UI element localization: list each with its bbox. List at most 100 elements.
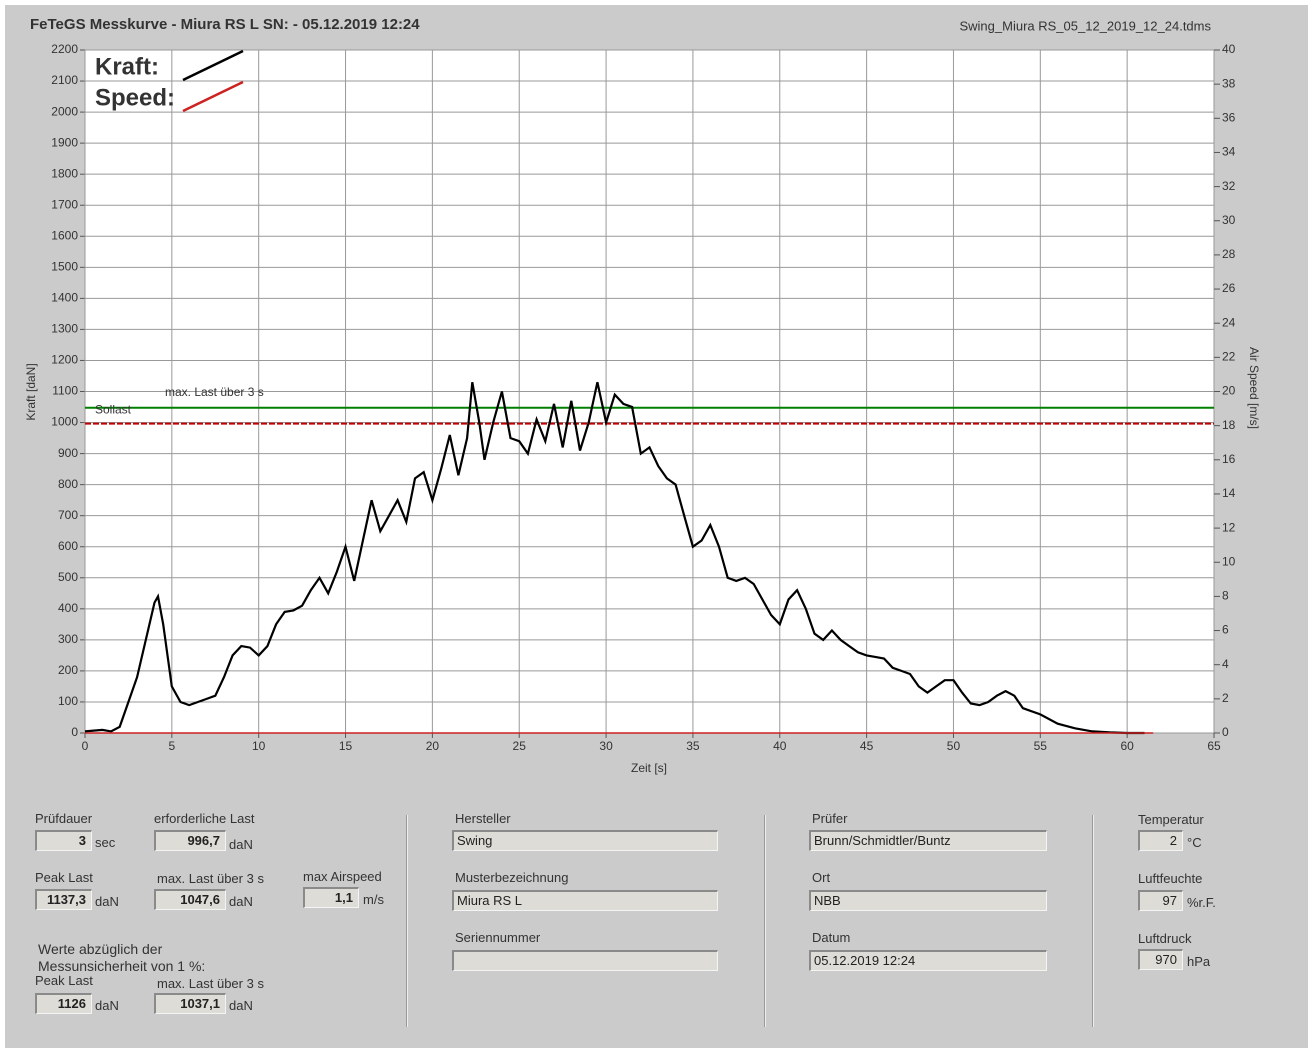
field: 97 [1138, 890, 1183, 911]
field [452, 950, 718, 971]
field: 996,7 [154, 830, 226, 851]
y2-tick-label: 22 [1222, 350, 1236, 364]
label: Datum [812, 930, 851, 945]
y2-tick-label: 18 [1222, 418, 1236, 432]
y-tick-label: 900 [58, 446, 78, 460]
y2-tick-label: 12 [1222, 520, 1236, 534]
y-tick-label: 100 [58, 694, 78, 708]
note: Messunsicherheit von 1 %: [38, 958, 206, 974]
unit: %r.F. [1187, 895, 1216, 910]
label: Prüfdauer [35, 811, 93, 826]
y2-tick-label: 28 [1222, 247, 1236, 261]
unit: daN [229, 894, 253, 909]
field: 1047,6 [154, 889, 226, 910]
legend-label: Speed: [95, 84, 175, 111]
label: Prüfer [812, 811, 848, 826]
y-tick-label: 1900 [51, 135, 78, 149]
x-tick-label: 20 [426, 739, 440, 753]
field: 1126 [35, 993, 92, 1014]
unit: daN [229, 998, 253, 1013]
label: max. Last über 3 s [157, 871, 264, 886]
y-tick-label: 500 [58, 570, 78, 584]
y-tick-label: 600 [58, 539, 78, 553]
x-axis-label: Zeit [s] [631, 761, 667, 775]
field: 3 [35, 830, 92, 851]
field: 970 [1138, 949, 1183, 970]
y2-tick-label: 32 [1222, 179, 1236, 193]
unit: m/s [363, 892, 384, 907]
y2-tick-label: 30 [1222, 213, 1236, 227]
x-tick-label: 55 [1034, 739, 1048, 753]
y-tick-label: 1800 [51, 166, 78, 180]
field: Swing [452, 830, 718, 851]
x-tick-label: 65 [1207, 739, 1221, 753]
reference-label: Sollast [95, 403, 132, 417]
legend-swatch [182, 49, 244, 82]
x-tick-label: 5 [169, 739, 176, 753]
y2-axis-label: Air Speed [m/s] [1247, 347, 1261, 429]
y2-tick-label: 40 [1222, 42, 1236, 56]
chart: FeTeGS Messkurve - Miura RS L SN: - 05.1… [24, 16, 1261, 775]
y2-tick-label: 38 [1222, 76, 1236, 90]
x-tick-label: 45 [860, 739, 874, 753]
separator [1092, 815, 1094, 1027]
field: 1,1 [303, 887, 359, 908]
field: Miura RS L [452, 890, 718, 911]
separator [764, 815, 766, 1027]
y2-tick-label: 20 [1222, 384, 1236, 398]
legend-label: Kraft: [95, 53, 159, 80]
legend-swatch [182, 80, 244, 113]
label: Ort [812, 870, 831, 885]
x-tick-label: 35 [686, 739, 700, 753]
field: 05.12.2019 12:24 [809, 950, 1047, 971]
field: 2 [1138, 830, 1183, 851]
label: Luftdruck [1138, 931, 1192, 946]
y-tick-label: 1700 [51, 197, 78, 211]
label: Peak Last [35, 870, 93, 885]
data-line [84, 381, 1145, 735]
y2-tick-label: 36 [1222, 110, 1236, 124]
field: Brunn/Schmidtler/Buntz [809, 830, 1047, 851]
y-axis-label: Kraft [daN] [24, 363, 38, 420]
field: NBB [809, 890, 1047, 911]
title: FeTeGS Messkurve - Miura RS L SN: - 05.1… [30, 16, 420, 33]
y-tick-label: 2000 [51, 104, 78, 118]
y-tick-label: 200 [58, 663, 78, 677]
reference-label: max. Last über 3 s [165, 385, 264, 399]
x-tick-label: 30 [599, 739, 613, 753]
x-tick-label: 60 [1120, 739, 1134, 753]
label: max. Last über 3 s [157, 976, 264, 991]
y-tick-label: 1000 [51, 415, 78, 429]
unit: daN [229, 837, 253, 852]
y2-tick-label: 24 [1222, 315, 1236, 329]
x-tick-label: 50 [947, 739, 961, 753]
label: Peak Last [35, 973, 93, 988]
unit: °C [1187, 835, 1202, 850]
y-tick-label: 2100 [51, 73, 78, 87]
unit: daN [95, 894, 119, 909]
field: 1137,3 [35, 889, 92, 910]
unit: hPa [1187, 954, 1211, 969]
file-name: Swing_Miura RS_05_12_2019_12_24.tdms [959, 18, 1211, 33]
label: erforderliche Last [154, 811, 255, 826]
y-tick-label: 1600 [51, 228, 78, 242]
x-tick-label: 0 [82, 739, 89, 753]
y2-tick-label: 0 [1222, 725, 1229, 739]
y-tick-label: 1500 [51, 259, 78, 273]
y2-tick-label: 26 [1222, 281, 1236, 295]
y-tick-label: 1400 [51, 291, 78, 305]
label: Luftfeuchte [1138, 871, 1203, 886]
unit: daN [95, 998, 119, 1013]
label: Temperatur [1138, 812, 1204, 827]
app-window: FeTeGS Messkurve - Miura RS L SN: - 05.1… [5, 5, 1308, 1048]
y2-tick-label: 4 [1222, 657, 1229, 671]
y2-tick-label: 14 [1222, 486, 1236, 500]
y-tick-label: 1100 [52, 384, 78, 398]
unit: sec [95, 835, 116, 850]
x-tick-label: 15 [339, 739, 353, 753]
x-tick-label: 10 [252, 739, 266, 753]
x-tick-label: 25 [513, 739, 527, 753]
label: Seriennummer [455, 930, 541, 945]
y2-tick-label: 10 [1222, 554, 1236, 568]
y-tick-label: 1300 [51, 322, 78, 336]
